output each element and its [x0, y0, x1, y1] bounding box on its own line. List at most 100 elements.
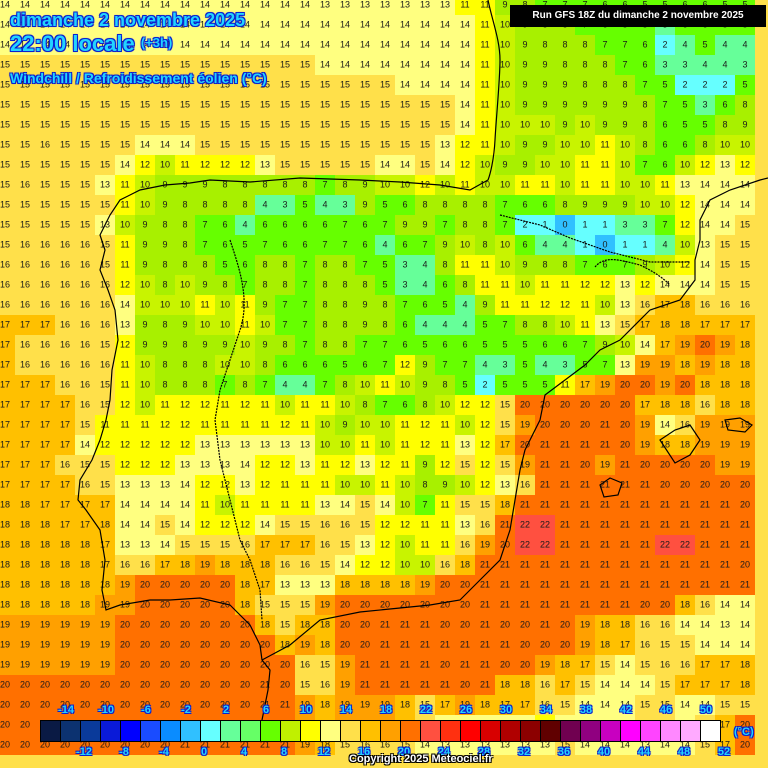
grid-value: 9 [502, 0, 508, 10]
map-cell [435, 35, 455, 55]
grid-value: 14 [399, 19, 411, 30]
grid-value: 14 [0, 39, 11, 50]
map-cell [175, 35, 195, 55]
legend-swatch [361, 721, 381, 741]
grid-value: 3 [662, 59, 668, 70]
map-cell [735, 55, 755, 75]
grid-value: 15 [99, 59, 111, 70]
grid-value: 14 [439, 39, 451, 50]
grid-value: 13 [339, 0, 351, 10]
map-cell [95, 0, 115, 15]
grid-value: 4 [682, 39, 688, 50]
map-cell [375, 15, 395, 35]
map-cell [255, 55, 275, 75]
grid-value: 14 [339, 19, 351, 30]
legend-swatch [501, 721, 521, 741]
grid-value: 14 [39, 0, 51, 10]
map-cell [315, 15, 335, 35]
grid-value: 14 [19, 39, 31, 50]
map-cell [35, 35, 55, 55]
map-cell [355, 15, 375, 35]
legend-swatch [281, 721, 301, 741]
grid-value: 14 [19, 19, 31, 30]
map-cell [315, 55, 335, 75]
grid-value: 7 [622, 59, 628, 70]
grid-value: 13 [439, 0, 451, 10]
map-cell [155, 15, 175, 35]
grid-value: 5 [722, 0, 727, 10]
legend-tick-top: 50 [699, 704, 713, 716]
grid-value: 14 [279, 39, 291, 50]
grid-value: 5 [742, 0, 747, 10]
legend-tick-top: 18 [379, 704, 393, 716]
map-cell [535, 55, 555, 75]
grid-value: 14 [439, 19, 451, 30]
legend-swatch [121, 721, 141, 741]
map-cell [655, 35, 675, 55]
unit-label: (°C) [734, 726, 754, 738]
grid-value: 14 [419, 59, 431, 70]
grid-value: 14 [359, 59, 371, 70]
map-cell [95, 55, 115, 75]
map-cell [275, 35, 295, 55]
legend-swatch [141, 721, 161, 741]
grid-value: 14 [279, 0, 291, 10]
grid-value: 5 [662, 0, 667, 10]
grid-value: 3 [682, 59, 688, 70]
run-info-banner: Run GFS 18Z du dimanche 2 novembre 2025 [510, 5, 766, 27]
legend-tick-top: 34 [539, 704, 553, 716]
map-cell [255, 0, 275, 15]
map-cell [395, 55, 415, 75]
grid-value: 11 [480, 59, 490, 70]
map-cell [295, 35, 315, 55]
map-cell [415, 55, 435, 75]
map-cell [115, 15, 135, 35]
forecast-time: 22:00 locale (+3h) [10, 31, 172, 57]
map-cell [435, 55, 455, 75]
map-cell [675, 35, 695, 55]
grid-value: 14 [419, 19, 431, 30]
legend-tick-top: -14 [58, 704, 74, 716]
map-cell [415, 0, 435, 15]
map-cell [35, 15, 55, 35]
grid-value: 14 [319, 59, 331, 70]
map-cell [715, 55, 735, 75]
grid-value: 8 [562, 59, 568, 70]
map-cell [415, 35, 435, 55]
map-cell [255, 35, 275, 55]
legend-tick-bottom: 8 [280, 746, 288, 758]
grid-value: 7 [562, 0, 567, 10]
map-cell [735, 35, 755, 55]
map-cell [615, 35, 635, 55]
legend-tick-top: -6 [141, 704, 151, 716]
map-cell [175, 55, 195, 75]
legend-swatch [541, 721, 561, 741]
legend-tick-bottom: 36 [557, 746, 571, 758]
legend-tick-top: 38 [579, 704, 593, 716]
legend-tick-bottom: 4 [240, 746, 248, 758]
map-cell [75, 75, 95, 95]
map-cell [15, 0, 35, 15]
grid-value: 14 [99, 39, 111, 50]
grid-value: 2 [662, 39, 668, 50]
grid-value: 14 [399, 59, 411, 70]
map-cell [115, 55, 135, 75]
grid-value: 14 [239, 19, 251, 30]
legend-tick-top: 6 [262, 704, 270, 716]
grid-value: 14 [379, 59, 391, 70]
map-cell [75, 15, 95, 35]
grid-value: 15 [139, 59, 151, 70]
map-cell [215, 35, 235, 55]
grid-value: 14 [0, 0, 11, 10]
map-cell [55, 0, 75, 15]
grid-value: 14 [219, 0, 231, 10]
forecast-date: dimanche 2 novembre 2025 [10, 10, 246, 30]
legend-swatch [261, 721, 281, 741]
map-cell [155, 55, 175, 75]
grid-value: 14 [199, 0, 211, 10]
grid-value: 14 [179, 0, 191, 10]
map-cell [375, 55, 395, 75]
map-cell [235, 15, 255, 35]
grid-value: 15 [199, 59, 211, 70]
grid-value: 11 [480, 0, 490, 10]
